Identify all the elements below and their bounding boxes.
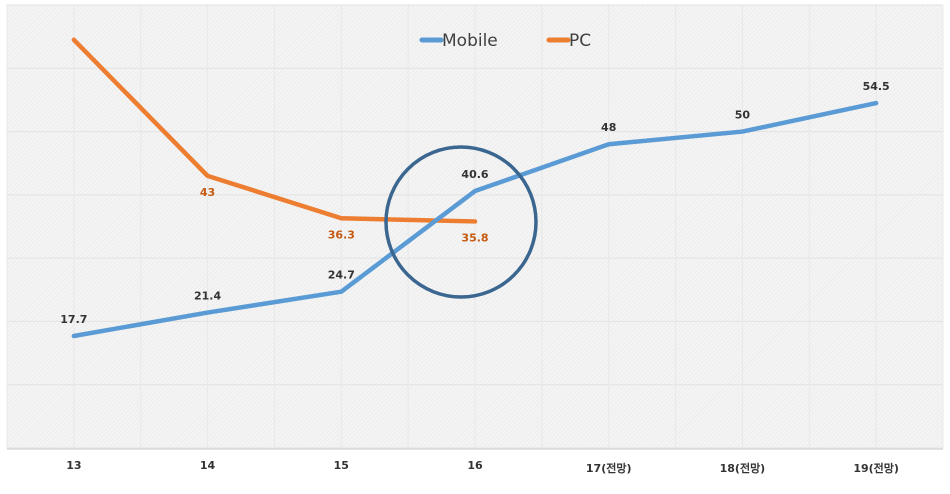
series-line-pc [71, 37, 478, 224]
legend-item-mobile: Mobile [419, 31, 498, 51]
legend-label-mobile: Mobile [442, 31, 498, 51]
data-label-mobile: 17.7 [60, 313, 87, 326]
data-label-pc: 43 [200, 186, 215, 199]
data-label-mobile: 54.5 [863, 80, 890, 93]
x-tick-label: 16 [467, 459, 483, 472]
highlight-circle [384, 145, 538, 299]
data-label-pc: 36.3 [328, 228, 355, 241]
legend: Mobile PC [419, 31, 591, 51]
legend-label-pc: PC [569, 31, 591, 51]
x-tick-label: 15 [334, 459, 349, 472]
x-tick-label: 19(전망) [853, 461, 899, 475]
x-tick-label: 14 [200, 459, 216, 472]
data-label-mobile: 21.4 [194, 290, 221, 303]
data-label-mobile: 50 [735, 109, 751, 122]
data-label-mobile: 24.7 [328, 269, 355, 282]
data-label-pc: 35.8 [461, 231, 488, 244]
x-tick-label: 17(전망) [586, 461, 632, 475]
x-tick-label: 18(전망) [720, 461, 766, 475]
series-line-mobile [71, 100, 879, 339]
series-layer [71, 37, 879, 339]
data-label-mobile: 40.6 [461, 168, 488, 181]
data-labels: 17.7 21.4 24.7 40.6 48 50 54.5 43 36.3 35.8 [60, 80, 889, 326]
legend-item-pc: PC [546, 31, 591, 51]
data-label-mobile: 48 [601, 121, 616, 134]
x-tick-label: 13 [66, 459, 81, 472]
x-axis-ticks: 13 14 15 16 17(전망) 18(전망) 19(전망) [66, 459, 899, 475]
